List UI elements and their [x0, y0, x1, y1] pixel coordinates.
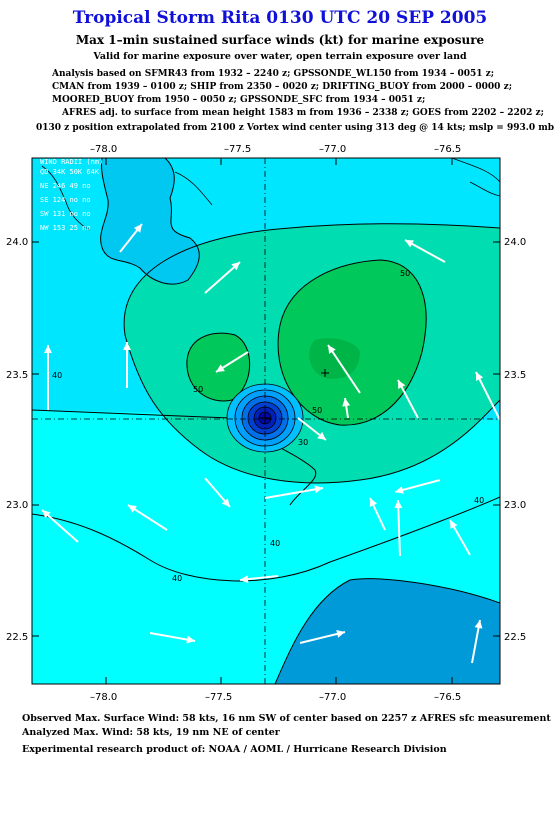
contour-30-south [274, 578, 500, 684]
chart-title: Tropical Storm Rita 0130 UTC 20 SEP 2005 [72, 8, 488, 28]
coastline-cat-island [174, 171, 213, 206]
contour-label-30-center: 30 [298, 438, 308, 447]
south-weak-wind-region [275, 578, 500, 684]
contour-label-50-west: 50 [193, 385, 203, 394]
wind-band-above-50-east [278, 260, 427, 426]
analysis-sources-line-1: Analysis based on SFMR43 from 1932 – 224… [52, 69, 495, 79]
storm-center-marker-icon [259, 412, 271, 424]
wind-vector-arrow-icon [471, 619, 483, 664]
max-wind-marker-icon [321, 369, 329, 377]
wind-vector-arrow-icon [299, 630, 346, 644]
map-axes: –78.0 –77.5 –77.0 –76.5 –78.0 –77.5 –77.… [6, 144, 526, 703]
wind-vector-arrow-icon [239, 575, 279, 584]
lat-tick-label-right: 23.0 [504, 500, 526, 511]
wind-vectors [41, 223, 500, 664]
lon-tick-label-bottom: –76.5 [434, 692, 461, 703]
lat-tick-label-left: 23.0 [6, 500, 28, 511]
wind-vector-arrow-icon [369, 497, 386, 531]
wind-radii-row: NW 153 25 no [40, 224, 91, 232]
lat-tick-label-left: 24.0 [6, 237, 28, 248]
contour-label-50-ne: 50 [400, 269, 410, 278]
wind-vector-arrow-icon [297, 417, 327, 441]
lon-tick-label-top: –77.5 [224, 144, 251, 155]
wind-radii-row: SW 131 no no [40, 210, 91, 218]
lat-tick-label-right: 23.5 [504, 370, 526, 381]
credit-line: Experimental research product of: NOAA /… [22, 744, 447, 755]
lat-tick-label-right: 24.0 [504, 237, 526, 248]
lat-tick-label-right: 22.5 [504, 632, 526, 643]
wind-vector-arrow-icon [404, 239, 446, 263]
lon-tick-label-bottom: –78.0 [90, 692, 117, 703]
wind-vector-arrow-icon [127, 504, 168, 531]
coastline-eleuthera [100, 158, 200, 285]
coastline-long-island-north [451, 158, 500, 183]
wind-vector-arrow-icon [204, 261, 241, 294]
wind-radii-row: SE 124 no no [40, 196, 91, 204]
observed-max-wind: Observed Max. Surface Wind: 58 kts, 16 n… [22, 713, 551, 724]
wind-vector-arrow-icon [123, 342, 131, 388]
contour-label-40-south: 40 [270, 539, 280, 548]
wind-vector-arrow-icon [204, 477, 231, 508]
validity-note: Valid for marine exposure over water, op… [93, 51, 467, 62]
contour-50-east [277, 259, 427, 426]
coastline-long-island-south [469, 181, 500, 197]
land-mass-eleuthera [100, 158, 200, 285]
contour-40-north [123, 223, 500, 336]
lon-tick-label-top: –77.0 [319, 144, 346, 155]
wind-vector-arrow-icon [394, 479, 441, 494]
wind-vector-arrow-icon [327, 344, 361, 394]
wind-vector-arrow-icon [394, 499, 403, 557]
wind-vector-arrow-icon [449, 519, 471, 556]
lon-tick-label-bottom: –77.0 [319, 692, 346, 703]
lon-tick-label-top: –76.5 [434, 144, 461, 155]
map-plot-area: 50 50 50 40 40 40 40 30 WIND RADII (nm) … [32, 158, 500, 684]
lon-tick-label-bottom: –77.5 [205, 692, 232, 703]
wind-radii-columns: QD 34K 50K 64K [40, 168, 100, 176]
coastline-andros-fragment [41, 165, 91, 231]
wind-vector-arrow-icon [41, 509, 79, 543]
wind-radii-legend: WIND RADII (nm) QD 34K 50K 64K NE 246 49… [40, 158, 103, 232]
plot-frame [31, 157, 501, 685]
wind-vector-arrow-icon [119, 223, 143, 253]
contour-label-40-west: 40 [52, 371, 62, 380]
contour-label-40-sw: 40 [172, 574, 182, 583]
wind-vector-arrow-icon [342, 397, 351, 419]
lat-tick-label-left: 23.5 [6, 370, 28, 381]
analyzed-max-wind: Analyzed Max. Wind: 58 kts, 19 nm NE of … [22, 727, 280, 738]
contour-label-40-east: 40 [474, 496, 484, 505]
wind-vector-arrow-icon [215, 351, 249, 373]
contour-40-south [124, 334, 500, 484]
lon-tick-label-top: –78.0 [90, 144, 117, 155]
contour-labels: 50 50 50 40 40 40 40 30 [52, 269, 484, 583]
wind-vector-arrow-icon [44, 345, 52, 410]
wind-radii-row: NE 246 49 no [40, 182, 91, 190]
wind-vector-arrow-icon [397, 379, 419, 419]
wind-vector-arrow-icon [264, 485, 324, 499]
analysis-sources-line-4: AFRES adj. to surface from mean height 1… [62, 108, 544, 118]
wind-vector-arrow-icon [475, 371, 500, 421]
analysis-sources-line-2: CMAN from 1939 – 0100 z; SHIP from 2350 … [52, 82, 513, 92]
chart-subtitle: Max 1–min sustained surface winds (kt) f… [75, 33, 485, 47]
contour-label-50-south: 50 [312, 406, 322, 415]
analysis-sources-line-3: MOORED_BUOY from 1950 – 0050 z; GPSSONDE… [52, 95, 426, 105]
wind-max-core-east [309, 338, 360, 379]
contour-50-west [186, 332, 251, 402]
lat-tick-label-left: 22.5 [6, 632, 28, 643]
wind-radii-header: WIND RADII (nm) [40, 158, 103, 166]
analysis-sources-line-5: 0130 z position extrapolated from 2100 z… [36, 123, 555, 133]
wind-band-above-50-west [186, 333, 250, 401]
wind-vector-arrow-icon [149, 632, 196, 644]
